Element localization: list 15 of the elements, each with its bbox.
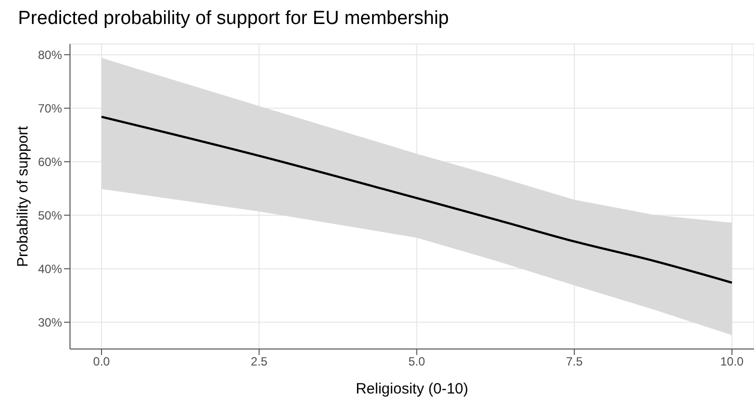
x-tick-label: 7.5 bbox=[566, 354, 583, 369]
x-tick-label: 5.0 bbox=[408, 354, 426, 369]
x-tick-label: 10.0 bbox=[720, 354, 744, 369]
x-tick-label: 0.0 bbox=[93, 354, 110, 369]
chart-title: Predicted probability of support for EU membership bbox=[18, 8, 450, 31]
x-axis-title: Religiosity (0-10) bbox=[356, 380, 468, 398]
line-series bbox=[100, 116, 734, 284]
x-tick-label: 2.5 bbox=[250, 354, 268, 369]
y-tick-label: 70% bbox=[38, 101, 62, 116]
y-tick-label: 80% bbox=[38, 48, 62, 62]
y-tick-label: 50% bbox=[38, 208, 62, 222]
y-tick-label: 30% bbox=[38, 316, 62, 330]
y-tick-label: 40% bbox=[38, 262, 62, 276]
y-tick-label: 60% bbox=[38, 154, 62, 169]
y-axis-title: Probability of support bbox=[14, 125, 32, 267]
